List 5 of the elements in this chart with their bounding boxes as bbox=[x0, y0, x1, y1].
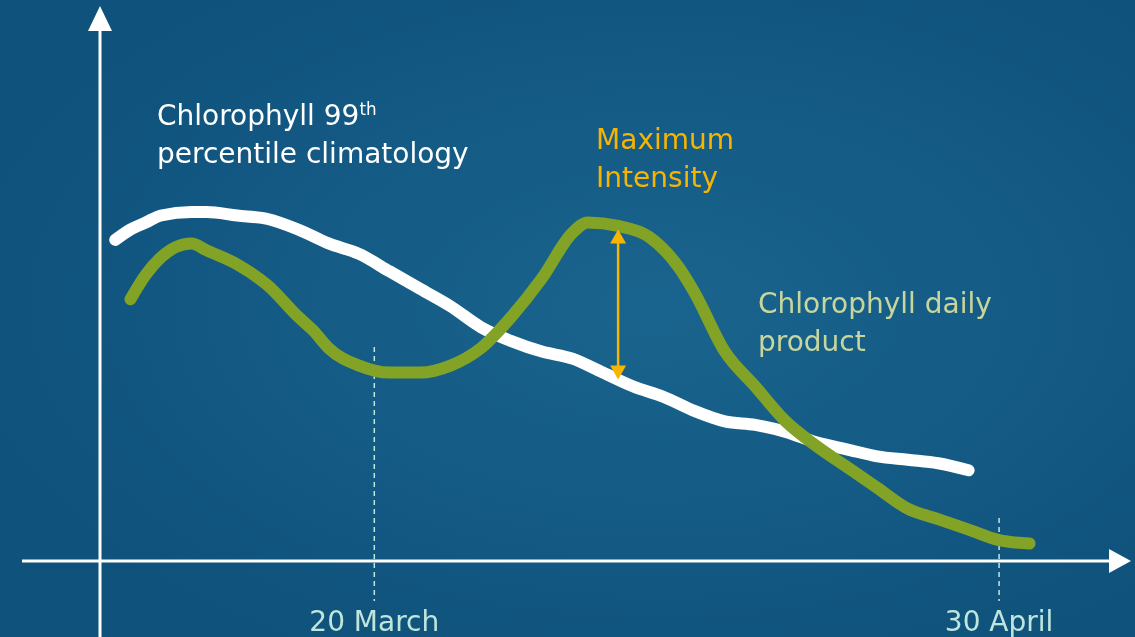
x-tick-label: 20 March bbox=[309, 605, 440, 637]
series-label: Chlorophyll 99$^{th}$ percentile climatology bbox=[157, 99, 469, 170]
series-label: Chlorophyll daily product bbox=[758, 287, 992, 358]
annotation: Maximum Intensity bbox=[596, 123, 735, 195]
x-tick-label: 30 April bbox=[944, 605, 1054, 637]
